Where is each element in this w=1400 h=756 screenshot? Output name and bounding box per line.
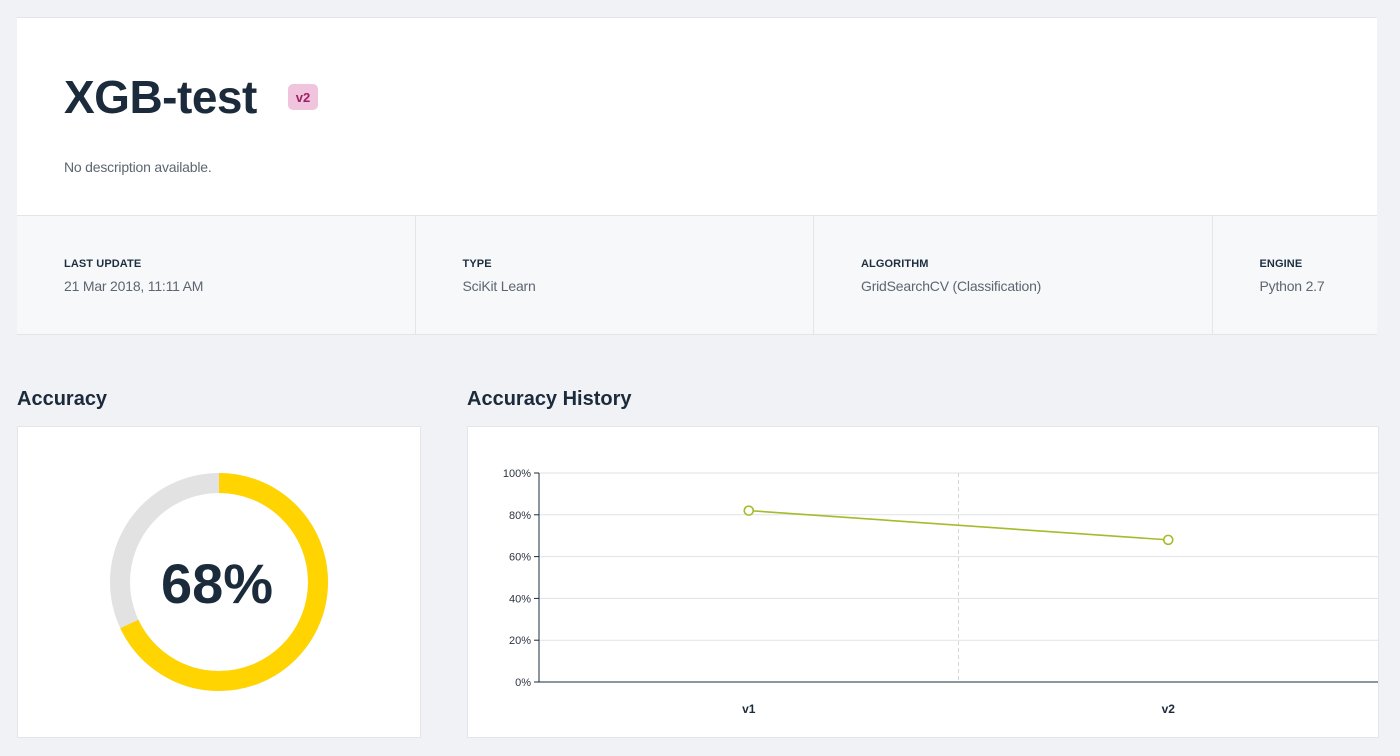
accuracy-history-chart: 0% 20% 40% 60% 80% 100% v1 v2 (503, 468, 1378, 716)
meta-value: SciKit Learn (462, 278, 536, 294)
meta-label: ENGINE (1259, 258, 1303, 270)
accuracy-donut: 68% (110, 473, 328, 691)
meta-last-update: LAST UPDATE 21 Mar 2018, 11:11 AM (17, 216, 416, 334)
y-tick-label: 100% (503, 468, 531, 480)
meta-label: TYPE (462, 258, 492, 270)
donut-fill (110, 473, 328, 691)
series-line (748, 509, 1169, 541)
model-header-card: XGB-test v2 No description available. (17, 17, 1377, 215)
y-tick-label: 60% (509, 552, 531, 564)
meta-value: GridSearchCV (Classification) (861, 278, 1042, 294)
data-point (743, 505, 755, 516)
meta-engine: ENGINE Python 2.7 (1213, 216, 1378, 334)
meta-value: Python 2.7 (1259, 278, 1325, 294)
version-badge: v2 (288, 84, 318, 110)
x-tick-label: v1 (742, 702, 756, 716)
y-tick-label: 40% (509, 593, 531, 605)
meta-algorithm: ALGORITHM GridSearchCV (Classification) (814, 216, 1213, 334)
accuracy-section-title: Accuracy (17, 388, 108, 410)
meta-type: TYPE SciKit Learn (416, 216, 814, 334)
accuracy-history-section-title: Accuracy History (467, 388, 632, 410)
model-title: XGB-test (64, 71, 257, 123)
meta-value: 21 Mar 2018, 11:11 AM (64, 278, 204, 294)
y-tick-label: 80% (509, 510, 531, 522)
x-tick-label: v2 (1162, 702, 1176, 716)
data-point (1162, 534, 1174, 546)
y-tick-label: 0% (515, 677, 531, 689)
meta-label: ALGORITHM (861, 258, 929, 270)
model-meta-bar: LAST UPDATE 21 Mar 2018, 11:11 AM TYPE S… (17, 215, 1377, 335)
accuracy-history-card: 0% 20% 40% 60% 80% 100% v1 v2 (467, 426, 1379, 738)
y-tick-label: 20% (509, 635, 531, 647)
accuracy-value: 68% (161, 552, 273, 615)
model-description: No description available. (64, 159, 212, 175)
accuracy-card: 68% (17, 426, 421, 738)
meta-label: LAST UPDATE (64, 258, 142, 270)
